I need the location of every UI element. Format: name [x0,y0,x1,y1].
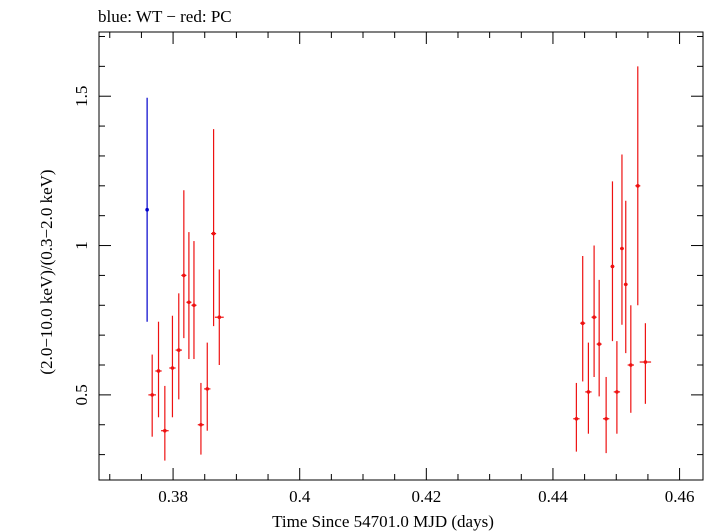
series-wt [145,97,149,322]
point-marker [574,416,579,421]
y-axis-label: (2.0−10.0 keV)/(0.3−2.0 keV) [37,169,56,374]
x-axis-label: Time Since 54701.0 MJD (days) [272,512,494,531]
data-point [191,241,197,360]
x-tick-label: 0.46 [665,487,695,506]
data-point [175,293,182,400]
data-point [585,342,592,434]
x-tick-label: 0.4 [289,487,311,506]
point-marker [629,363,633,367]
data-point [573,382,580,452]
point-marker [211,231,216,236]
point-marker [597,342,601,346]
point-marker [170,366,175,370]
series-layer [145,66,652,461]
point-marker [592,315,596,320]
point-marker [182,273,186,278]
y-tick-label: 0.5 [72,384,91,405]
data-point [145,97,149,322]
point-marker [156,369,161,373]
data-point [211,129,217,327]
point-marker [192,303,196,308]
data-point [169,315,176,418]
data-point [580,256,586,382]
y-tick-label: 1 [72,241,91,250]
data-point [186,232,192,360]
data-point [155,321,162,418]
data-point [639,323,652,404]
data-point [596,279,602,397]
x-tick-label: 0.44 [538,487,568,506]
data-point [602,376,610,454]
point-marker [580,321,585,326]
data-point [161,385,169,461]
point-marker [635,184,640,188]
point-marker [610,264,615,269]
data-point [197,382,205,455]
x-tick-label: 0.38 [158,487,188,506]
point-marker [199,422,203,427]
data-point [627,305,634,413]
data-point [148,354,156,437]
plot-frame [98,31,704,481]
chart-title: blue: WT − red: PC [98,7,232,26]
point-marker [145,207,149,212]
y-tick-label: 1.5 [72,86,91,107]
point-marker [205,387,210,391]
point-marker [604,416,608,421]
point-marker [163,428,167,433]
point-marker [615,390,619,394]
data-point [214,269,224,366]
data-point [635,66,641,306]
point-marker [217,315,222,320]
data-point [613,341,621,434]
y-tick-labels: 0.5 1 1.5 [72,86,91,406]
axis-ticks [99,32,703,480]
point-marker [623,282,628,287]
point-marker [187,300,191,305]
point-marker [643,360,648,364]
x-tick-label: 0.42 [411,487,441,506]
point-marker [150,393,154,397]
data-point [181,190,187,339]
series-pc [148,66,652,461]
point-marker [620,246,624,251]
point-marker [586,390,591,394]
data-point [610,181,615,342]
x-tick-labels: 0.38 0.4 0.42 0.44 0.46 [158,487,694,506]
data-point [623,200,628,354]
data-point [620,154,624,325]
point-marker [176,348,181,352]
data-point [591,245,597,377]
data-point [204,342,211,431]
